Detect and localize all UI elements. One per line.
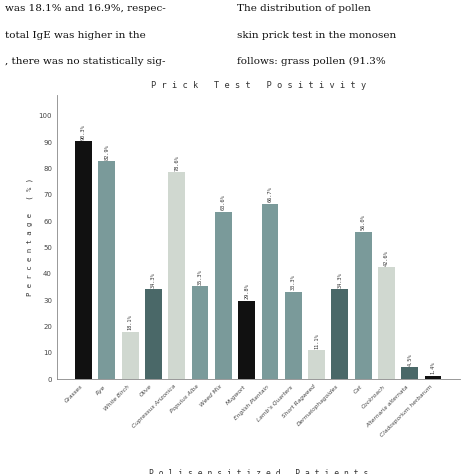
- Text: 1.4%: 1.4%: [430, 362, 436, 374]
- Bar: [168, 172, 185, 379]
- Text: 11.1%: 11.1%: [314, 333, 319, 349]
- Text: 33.3%: 33.3%: [291, 274, 296, 290]
- Bar: [99, 161, 115, 379]
- Text: 56.0%: 56.0%: [361, 215, 365, 230]
- Bar: [75, 141, 92, 379]
- Text: 34.3%: 34.3%: [337, 272, 342, 288]
- Text: , there was no statistically sig-: , there was no statistically sig-: [5, 57, 165, 66]
- Bar: [191, 286, 209, 379]
- Text: 18.1%: 18.1%: [128, 315, 133, 330]
- Bar: [122, 331, 138, 379]
- Text: was 18.1% and 16.9%, respec-: was 18.1% and 16.9%, respec-: [5, 4, 165, 13]
- Text: The distribution of pollen: The distribution of pollen: [237, 4, 371, 13]
- Bar: [285, 292, 301, 379]
- X-axis label: P o l i s e n s i t i z e d   P a t i e n t s: P o l i s e n s i t i z e d P a t i e n …: [149, 469, 368, 474]
- Text: 34.3%: 34.3%: [151, 272, 156, 288]
- Title: P r i c k   T e s t   P o s i t i v i t y: P r i c k T e s t P o s i t i v i t y: [151, 81, 366, 90]
- Text: follows: grass pollen (91.3%: follows: grass pollen (91.3%: [237, 57, 386, 66]
- Text: 78.6%: 78.6%: [174, 155, 179, 171]
- Bar: [262, 203, 278, 379]
- Bar: [215, 212, 232, 379]
- Text: 82.9%: 82.9%: [104, 144, 109, 160]
- Bar: [378, 267, 395, 379]
- Text: 66.7%: 66.7%: [267, 187, 273, 202]
- Text: 35.3%: 35.3%: [198, 269, 202, 285]
- Text: 29.8%: 29.8%: [244, 284, 249, 300]
- Text: 42.6%: 42.6%: [384, 250, 389, 266]
- Bar: [331, 289, 348, 379]
- Bar: [238, 301, 255, 379]
- Text: skin prick test in the monosen: skin prick test in the monosen: [237, 31, 396, 40]
- Bar: [355, 232, 372, 379]
- Text: total IgE was higher in the: total IgE was higher in the: [5, 31, 146, 40]
- Y-axis label: P e r c e n t a g e   ( % ): P e r c e n t a g e ( % ): [27, 178, 33, 296]
- Bar: [308, 350, 325, 379]
- Text: 90.3%: 90.3%: [81, 125, 86, 140]
- Text: 4.5%: 4.5%: [407, 354, 412, 366]
- Text: 63.6%: 63.6%: [221, 195, 226, 210]
- Bar: [425, 375, 441, 379]
- Bar: [401, 367, 418, 379]
- Bar: [145, 289, 162, 379]
